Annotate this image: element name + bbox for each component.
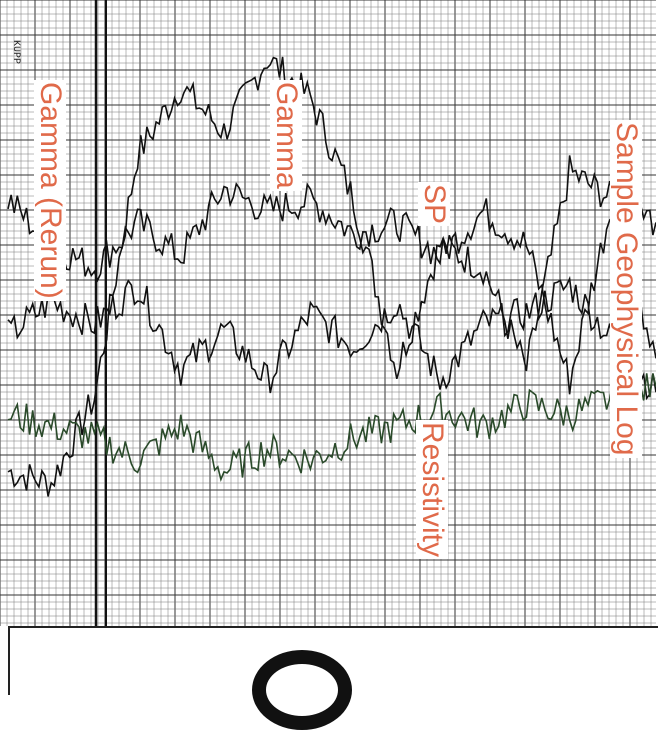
circle-logo-icon <box>252 650 352 730</box>
chart-title: Sample Geophysical Log <box>610 120 643 458</box>
series-line-gamma <box>7 181 657 395</box>
scale-code-label: KUPP <box>10 40 21 65</box>
bottom-panel <box>8 626 658 695</box>
page-edge <box>656 0 664 626</box>
resistivity-label: Resistivity <box>416 420 449 560</box>
chart-curves <box>7 56 657 497</box>
gamma-rerun-label: Gamma (Rerun) <box>34 80 67 301</box>
series-line-resistivity <box>7 373 657 482</box>
series-line-gamma-rerun <box>7 56 657 497</box>
series-line-sp <box>7 275 657 401</box>
sp-label: SP <box>418 182 451 227</box>
log-plot-area <box>0 0 664 626</box>
gamma-label: Gamma <box>270 80 303 191</box>
chart-grid <box>0 0 664 626</box>
